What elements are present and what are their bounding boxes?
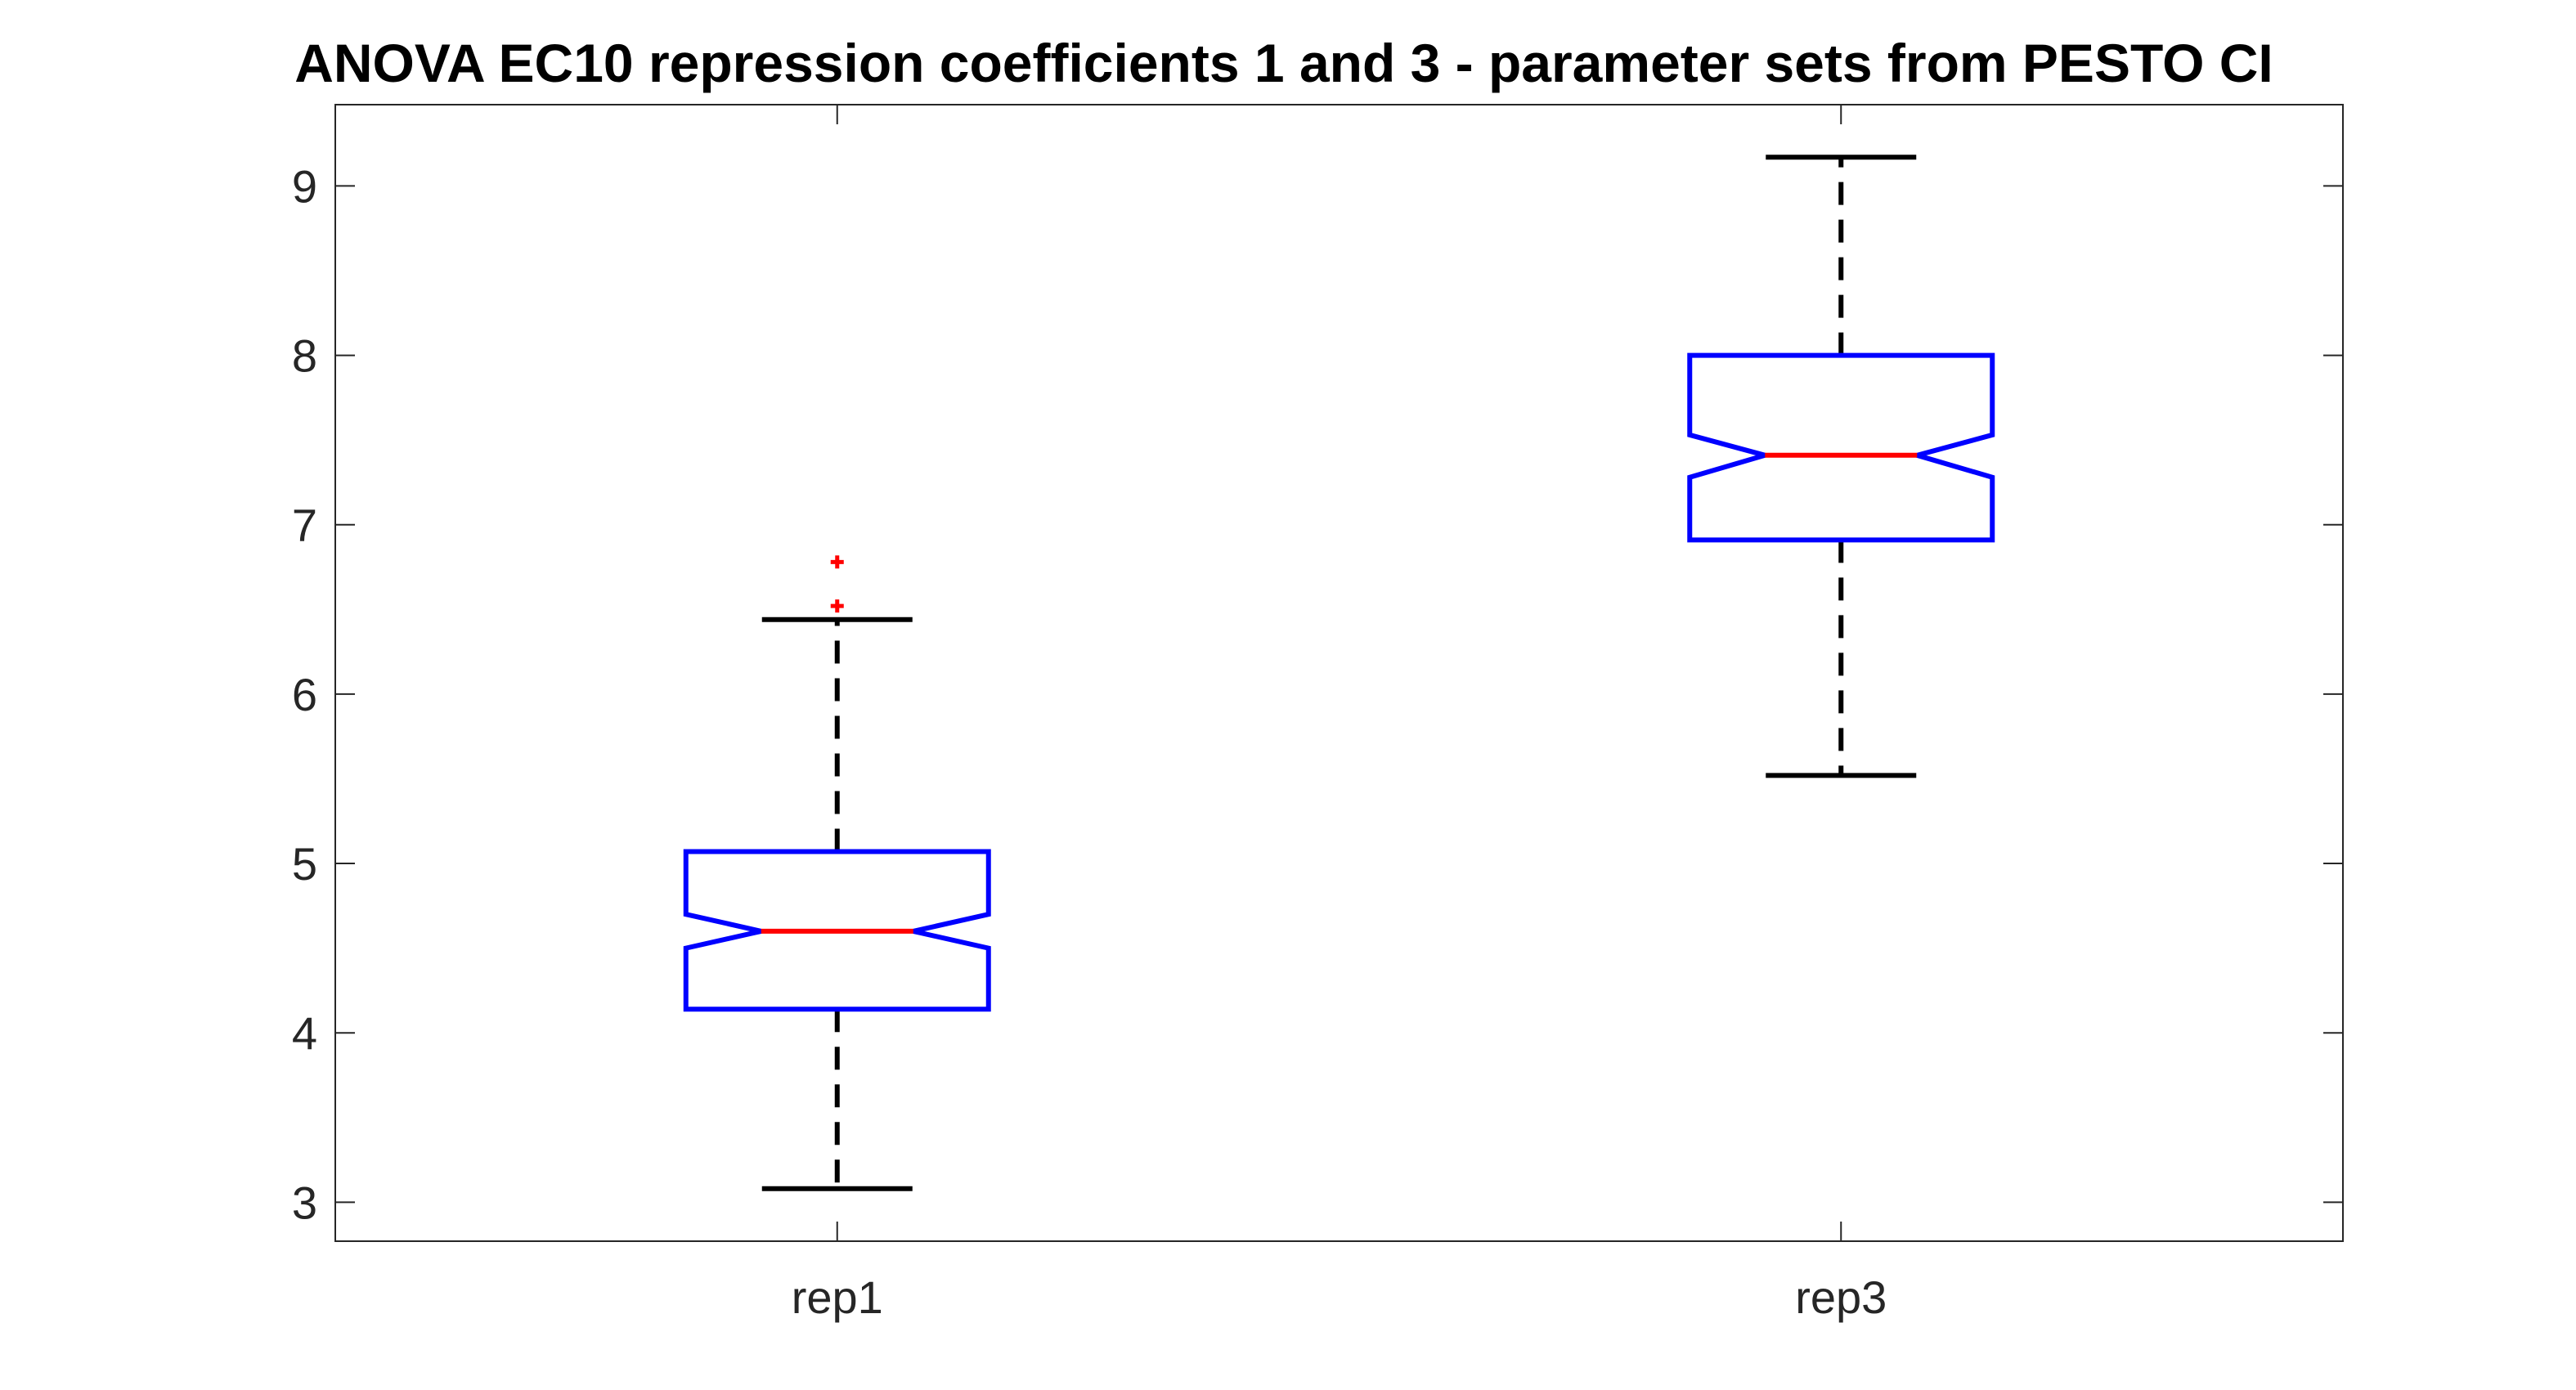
y-tick-label: 9: [292, 160, 317, 212]
x-tick-label: rep3: [1795, 1271, 1887, 1323]
y-tick-label: 8: [292, 330, 317, 382]
y-tick-label: 5: [292, 838, 317, 890]
plot-area: 3 4 5 6 7 8 9 rep1 rep3: [292, 104, 2344, 1323]
x-tick-label: rep1: [792, 1271, 883, 1323]
notched-box: [683, 849, 991, 1012]
y-tick-label: 6: [292, 669, 317, 720]
y-tick-label: 3: [292, 1177, 317, 1228]
chart-title: ANOVA EC10 repression coefficients 1 and…: [294, 33, 2273, 93]
axes-frame: [334, 104, 2344, 1242]
notched-box: [1687, 352, 1995, 543]
y-tick-label: 4: [292, 1007, 317, 1059]
y-tick-label: 7: [292, 500, 317, 551]
